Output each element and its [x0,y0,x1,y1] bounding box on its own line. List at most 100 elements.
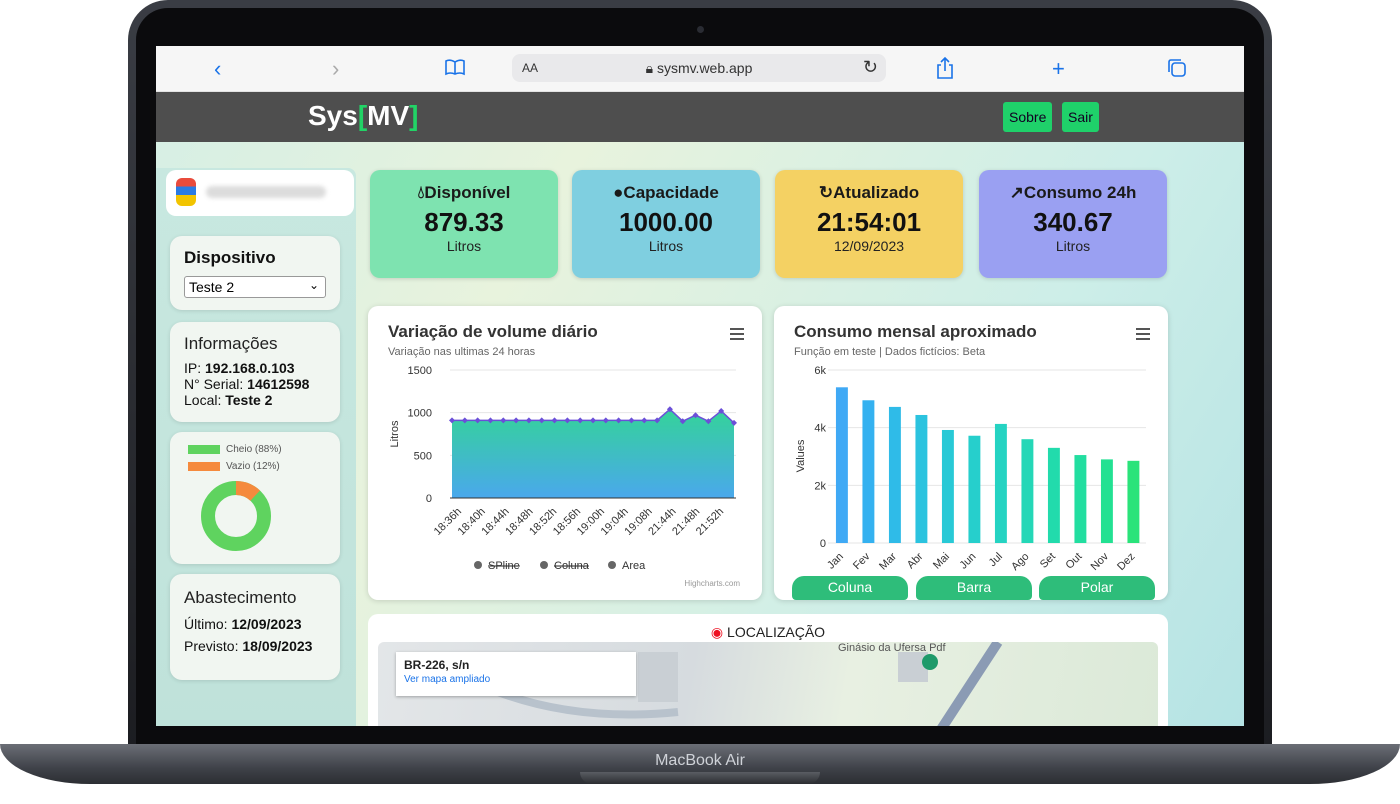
stat-value: 1000.00 [619,207,713,237]
chart-menu-icon[interactable] [1136,328,1150,343]
tab-polar[interactable]: Polar [1039,576,1155,600]
bar [1047,447,1060,543]
blurred-name [206,186,326,198]
data-point [679,418,686,425]
x-tick-label: Set [1038,551,1058,571]
device-card: Dispositivo Teste 2 ⌄ [170,236,340,310]
data-point [666,406,673,413]
data-point [602,417,609,424]
data-point [525,417,532,424]
data-point [449,417,455,424]
info-title: Informações [184,334,278,353]
data-point [461,417,468,424]
embedded-map[interactable]: BR-226, s/n Ver mapa ampliado Ginásio da… [378,642,1158,726]
data-point [641,417,648,424]
last-supply: Último: 12/09/2023 [184,616,302,632]
y-tick-label: 6k [814,365,826,377]
y-axis-label: Values [795,439,807,472]
bar [888,406,901,543]
data-point [500,417,507,424]
chart-title: Consumo mensal aproximado [794,322,1037,341]
area-fill [452,409,734,498]
reader-aa[interactable]: AA [522,61,539,75]
supply-title: Abastecimento [184,588,297,607]
info-card: Informações IP: 192.168.0.103 N° Serial:… [170,322,340,422]
legend-empty[interactable]: Vazio (12%) [188,461,322,472]
legend-marker [608,561,616,569]
bar-chart: 0 2k 4k 6k Values Jan Fev Mar Abr Mai Jun Jul Ago Set… [795,365,1146,573]
stat-capacidade: ●Capacidade 1000.00 Litros [572,170,760,278]
chart-menu-icon[interactable] [730,328,744,343]
map-roads [496,642,1003,726]
map-title: ◉ LOCALIZAÇÃO [710,624,826,640]
app-logo[interactable]: Sys[MV] [308,100,419,131]
camera [697,26,704,33]
chevron-down-icon: ⌄ [308,278,319,292]
data-point [513,417,520,424]
stat-unit: Litros [1055,238,1091,254]
chart-subtitle: Variação nas ultimas 24 horas [388,346,536,358]
data-point [615,417,622,424]
area-chart: 050010001500Litros18:36h18:40h18:44h18:4… [389,365,740,588]
supply-card: Abastecimento Último: 12/09/2023 Previst… [170,574,340,680]
legend-label: Coluna [554,560,590,572]
x-tick-label: Ago [1009,551,1031,573]
bar [994,423,1007,543]
stat-unit: 12/09/2023 [833,238,905,254]
y-tick-label: 2k [814,480,826,492]
crest-logo [176,178,196,206]
x-tick-label: Nov [1089,550,1112,573]
new-tab-icon[interactable]: + [1052,56,1065,81]
y-tick-label: 0 [820,538,826,550]
data-point [590,417,596,424]
bar [941,429,954,543]
screen: ‹ › AA 🔒︎ sysmv.web.app ↻ + Sys[MV] Sobr… [156,46,1244,726]
address-bar[interactable]: AA 🔒︎ sysmv.web.app ↻ [512,54,886,82]
bar [968,435,981,543]
bookmarks-icon[interactable] [444,56,466,83]
stat-value: 21:54:01 [816,207,922,237]
next-supply: Previsto: 18/09/2023 [184,638,313,654]
forward-icon[interactable]: › [332,56,340,81]
url-text: 🔒︎ sysmv.web.app [645,60,753,76]
stat-value: 340.67 [1033,207,1113,237]
monthly-chart-panel: Consumo mensal aproximado Função em test… [774,306,1168,600]
level-card: Cheio (88%) Vazio (12%) [170,432,340,564]
x-tick-label: Out [1063,551,1084,572]
drop-icon: ● [613,183,624,202]
bar [1100,459,1113,543]
back-icon[interactable]: ‹ [214,56,222,81]
chart-credit: Highcharts.com [684,579,740,588]
bar [915,414,928,543]
x-tick-label: 21:52h [694,506,726,538]
legend-full[interactable]: Cheio (88%) [188,444,322,455]
map-link[interactable]: Ver mapa ampliado [404,674,491,685]
profile-card[interactable] [166,170,354,216]
bar [1127,460,1140,543]
device-select[interactable]: Teste 2 ⌄ [184,276,326,298]
bar [862,400,875,543]
tab-coluna[interactable]: Coluna [792,576,908,600]
share-icon[interactable] [934,56,956,85]
donut-empty-slice [201,481,271,551]
y-tick-label: 0 [426,493,432,505]
map-address: BR-226, s/n [404,658,470,672]
reload-icon[interactable]: ↻ [862,57,878,77]
sair-button[interactable]: Sair [1062,102,1099,132]
x-tick-label: Fev [851,550,873,572]
bar [1074,455,1087,543]
serial-row: N° Serial: 14612598 [184,376,310,392]
device-label: MacBook Air [655,752,745,769]
data-point [474,417,481,424]
y-tick-label: 1000 [408,408,432,420]
sobre-button[interactable]: Sobre [1003,102,1053,132]
drop-outline-icon: 💧︎ [417,183,425,202]
x-tick-label: Jan [825,551,846,572]
bar [835,387,848,543]
data-point [577,417,584,424]
tab-barra[interactable]: Barra [916,576,1032,600]
device-title: Dispositivo [184,248,276,267]
tabs-icon[interactable] [1166,57,1188,84]
stat-consumo: ↗Consumo 24h 340.67 Litros [979,170,1167,278]
x-tick-label: Mai [931,551,952,572]
